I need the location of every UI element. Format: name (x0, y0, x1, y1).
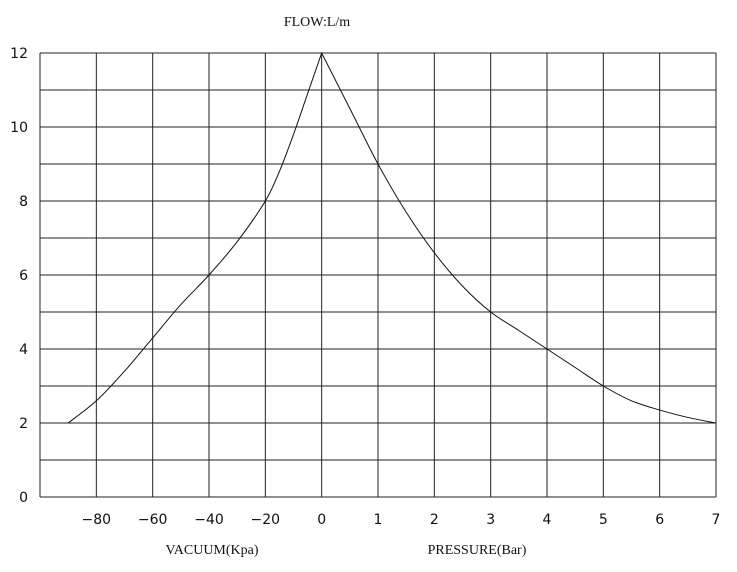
x-axis-label-pressure: PRESSURE(Bar) (428, 543, 527, 558)
x-tick-label: 6 (655, 512, 664, 528)
x-tick-label: 1 (374, 512, 383, 528)
x-tick-label: 0 (317, 512, 326, 528)
y-tick-label: 6 (19, 268, 28, 284)
y-tick-label: 12 (10, 46, 28, 62)
x-tick-label: 2 (430, 512, 439, 528)
chart-title: FLOW:L/m (284, 15, 350, 30)
y-tick-label: 2 (19, 416, 28, 432)
x-tick-label: −80 (82, 512, 112, 528)
grid (39, 52, 717, 498)
y-tick-label: 0 (19, 490, 28, 506)
x-tick-label: −40 (194, 512, 224, 528)
x-tick-label: 5 (599, 512, 608, 528)
y-tick-label: 10 (10, 120, 28, 136)
x-tick-label: 3 (486, 512, 495, 528)
x-tick-label: −20 (251, 512, 281, 528)
x-tick-labels: −80 −60 −40 −20 0 1 2 3 4 5 6 7 (82, 512, 721, 528)
x-axis-label-vacuum: VACUUM(Kpa) (165, 543, 258, 558)
y-tick-label: 4 (19, 342, 28, 358)
y-tick-label: 8 (19, 194, 28, 210)
y-tick-labels: 0 2 4 6 8 10 12 (10, 46, 28, 506)
x-tick-label: −60 (138, 512, 168, 528)
flow-curve (67, 51, 717, 424)
x-tick-label: 7 (712, 512, 721, 528)
x-tick-label: 4 (543, 512, 552, 528)
